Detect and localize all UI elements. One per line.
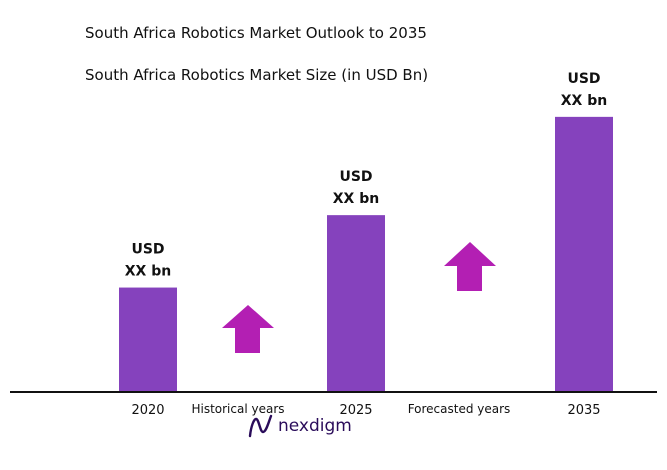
data-label-2035-line2: XX bn (561, 93, 607, 109)
x-tick-2035: 2035 (567, 403, 600, 418)
data-label-2035-line1: USD (567, 71, 600, 87)
data-label-2025-line1: USD (339, 169, 372, 185)
data-label-2020-line2: XX bn (125, 264, 171, 280)
nexdigm-wave-logo-icon (248, 414, 273, 438)
bar-2020 (119, 287, 177, 391)
data-label-2020-line1: USD (131, 242, 164, 258)
growth-arrow-icon-2 (444, 242, 496, 291)
chart-subtitle: South Africa Robotics Market Size (in US… (85, 66, 429, 84)
bar-2035 (555, 116, 613, 392)
chart-title: South Africa Robotics Market Outlook to … (85, 24, 427, 42)
period-label-2: Forecasted years (408, 402, 511, 416)
nexdigm-logo: nexdigm (248, 414, 352, 438)
logo-text: nexdigm (278, 416, 352, 436)
period-label-1: Historical years (191, 402, 284, 416)
x-tick-2020: 2020 (131, 403, 164, 418)
data-label-2025-line2: XX bn (333, 191, 379, 207)
bar-2025 (327, 215, 385, 391)
x-tick-2025: 2025 (339, 403, 372, 418)
growth-arrow-icon-1 (222, 305, 274, 353)
